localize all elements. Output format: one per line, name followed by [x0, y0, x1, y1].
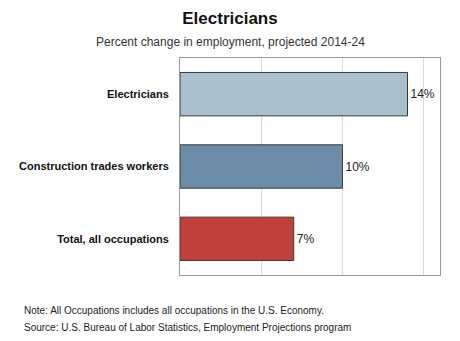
svg-text:Percent change in employment,: Percent change in employment, projected … — [96, 35, 365, 49]
svg-text:Total, all occupations: Total, all occupations — [57, 233, 169, 245]
svg-text:Source: U.S. Bureau of Labor S: Source: U.S. Bureau of Labor Statistics,… — [24, 322, 351, 333]
svg-text:14%: 14% — [411, 87, 435, 101]
svg-text:Note: All Occupations includes: Note: All Occupations includes all occup… — [24, 305, 324, 316]
svg-text:10%: 10% — [346, 160, 370, 174]
svg-text:7%: 7% — [297, 232, 315, 246]
svg-text:Electricians: Electricians — [182, 9, 277, 28]
svg-text:Electricians: Electricians — [107, 88, 169, 100]
svg-text:Construction trades workers: Construction trades workers — [19, 160, 169, 172]
